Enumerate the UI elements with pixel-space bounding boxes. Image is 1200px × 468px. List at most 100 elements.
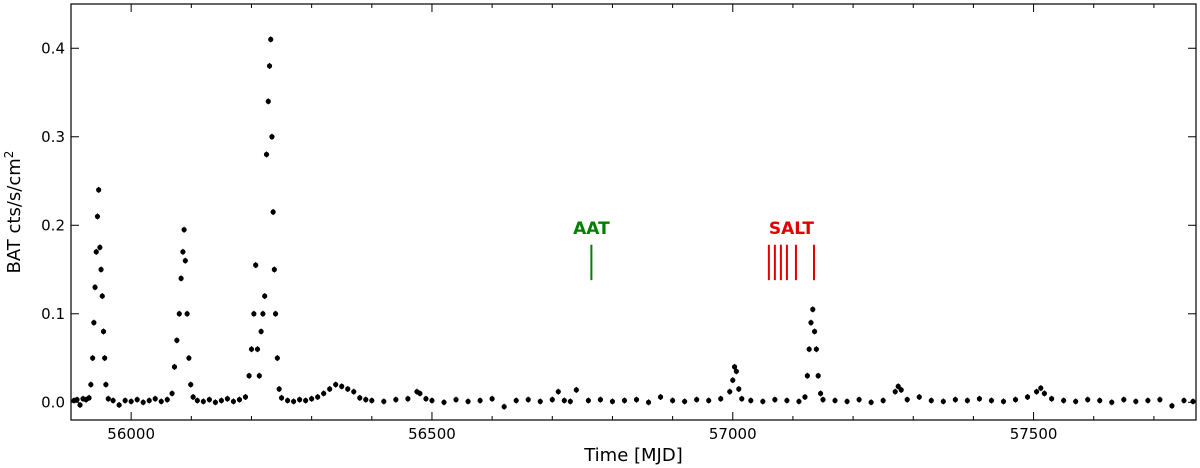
data-point [1133, 398, 1139, 405]
data-point [274, 355, 280, 361]
data-point [441, 399, 447, 405]
data-point [90, 355, 96, 361]
data-point [802, 394, 808, 400]
data-point [260, 311, 266, 317]
data-point [844, 398, 850, 405]
data-point [811, 328, 818, 335]
y-tick-label: 0.0 [41, 393, 65, 411]
data-point [1145, 397, 1151, 404]
data-point [230, 398, 237, 405]
data-point [670, 397, 676, 404]
data-point [916, 394, 922, 400]
axes-frame [70, 3, 1197, 421]
data-point [892, 389, 898, 395]
data-point [561, 397, 567, 404]
y-tick-label: 0.1 [41, 305, 65, 323]
y-tick-label: 0.2 [41, 216, 65, 234]
y-axis-title-superscript: 2 [2, 151, 16, 159]
data-point [808, 320, 814, 326]
data-point [327, 386, 333, 392]
data-point [898, 387, 904, 393]
data-point [236, 397, 243, 403]
data-point [184, 311, 190, 317]
data-point [525, 397, 531, 403]
data-point [772, 397, 778, 403]
data-point [77, 402, 83, 408]
data-point [134, 397, 140, 403]
data-point [122, 397, 128, 404]
data-point [477, 397, 483, 404]
data-point [272, 311, 279, 317]
data-point [736, 386, 742, 392]
data-point [952, 397, 958, 403]
data-point [171, 364, 178, 370]
data-point [760, 398, 766, 405]
data-point [1181, 397, 1187, 404]
observation-markers: AAT SALT [573, 219, 815, 281]
data-point [270, 209, 276, 215]
data-point [453, 397, 459, 403]
data-point [810, 306, 816, 312]
data-point [727, 389, 733, 395]
data-point [98, 266, 104, 273]
data-point [146, 397, 152, 404]
data-point [200, 398, 206, 405]
data-point [964, 397, 970, 404]
data-point [815, 373, 821, 379]
data-point [91, 320, 97, 326]
data-point [1109, 399, 1115, 405]
data-point [253, 262, 259, 268]
marker-group-aat: AAT [573, 219, 610, 281]
data-point [212, 399, 218, 405]
data-point [158, 398, 164, 405]
marker-label-salt: SALT [769, 219, 814, 239]
data-point [1157, 397, 1163, 403]
x-tick-label: 57500 [1010, 425, 1058, 443]
data-point [597, 397, 604, 403]
data-point [357, 395, 363, 401]
data-point [804, 373, 810, 379]
data-point [258, 328, 264, 335]
data-point [657, 394, 664, 400]
data-point [271, 266, 277, 273]
data-point [585, 397, 591, 404]
data-point [573, 387, 579, 393]
data-point [381, 398, 387, 405]
data-point [1041, 390, 1047, 397]
data-point [748, 397, 754, 404]
data-point [429, 397, 435, 404]
data-point [256, 373, 262, 379]
data-point [128, 398, 134, 405]
x-axis-title: Time [MJD] [583, 445, 683, 466]
data-point [1061, 397, 1067, 404]
data-point [140, 399, 146, 405]
data-point [92, 284, 98, 290]
plot-area [71, 4, 1196, 420]
data-point [567, 398, 573, 405]
data-point [164, 397, 170, 403]
data-point [188, 381, 194, 388]
data-point [417, 390, 423, 397]
data-point [813, 346, 819, 352]
data-point [181, 227, 187, 233]
data-point [351, 389, 357, 395]
data-point [682, 398, 688, 405]
data-point [988, 397, 995, 404]
data-point [224, 396, 231, 402]
data-point [94, 213, 101, 220]
data-point [928, 397, 934, 404]
data-point [88, 381, 94, 388]
data-point [784, 397, 790, 404]
data-point [904, 397, 910, 403]
data-point [309, 396, 315, 402]
y-tick-label: 0.3 [41, 128, 65, 146]
data-point [1038, 385, 1044, 391]
data-point [315, 394, 321, 400]
y-tick-label: 0.4 [41, 39, 65, 57]
data-point [363, 397, 369, 403]
data-point [290, 398, 297, 405]
data-point [284, 397, 291, 404]
data-point [537, 398, 543, 405]
y-axis-title: BAT cts/s/cm2 [2, 151, 25, 274]
data-point [105, 396, 111, 402]
